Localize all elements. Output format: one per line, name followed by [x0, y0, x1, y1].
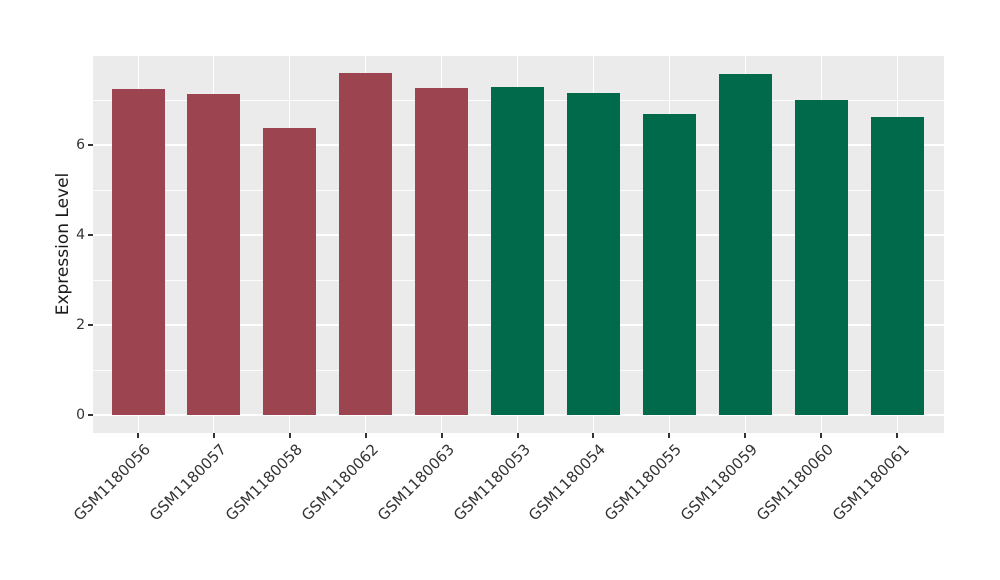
y-tick-label: 0 — [76, 407, 85, 423]
y-tick-label: 6 — [76, 137, 85, 153]
x-tick-mark — [516, 433, 519, 438]
bar-gsm1180057 — [187, 94, 241, 415]
x-tick-mark — [212, 433, 215, 438]
x-tick-mark — [364, 433, 367, 438]
x-tick-label: GSM1180061 — [828, 440, 914, 525]
x-tick-mark — [744, 433, 747, 438]
bar-gsm1180062 — [339, 72, 393, 415]
x-tick-mark — [137, 433, 139, 438]
x-tick-label: GSM1180062 — [297, 440, 382, 525]
x-tick-mark — [668, 433, 671, 438]
gridline-major-y0 — [93, 414, 944, 416]
y-tick-mark — [87, 234, 93, 236]
x-tick-label: GSM1180054 — [525, 440, 610, 525]
bar-gsm1180060 — [794, 100, 848, 415]
bar-gsm1180056 — [111, 89, 165, 415]
x-tick-mark — [288, 433, 291, 438]
y-tick-mark — [87, 414, 93, 416]
bar-gsm1180061 — [870, 117, 924, 415]
x-tick-mark — [820, 433, 823, 438]
y-axis-title: Expression Level — [53, 172, 73, 316]
y-tick-label: 2 — [76, 317, 85, 333]
bar-gsm1180054 — [566, 92, 620, 415]
x-tick-label: GSM1180058 — [221, 440, 306, 525]
bar-gsm1180058 — [263, 127, 317, 415]
plot-panel — [93, 56, 944, 433]
x-tick-label: GSM1180056 — [69, 440, 155, 525]
x-tick-label: GSM1180053 — [449, 440, 534, 525]
x-tick-mark — [440, 433, 443, 438]
x-tick-label: GSM1180059 — [677, 440, 762, 525]
y-tick-mark — [87, 144, 93, 146]
x-tick-mark — [592, 433, 595, 438]
x-tick-label: GSM1180063 — [373, 440, 458, 525]
bar-gsm1180055 — [642, 113, 696, 415]
x-tick-mark — [896, 433, 898, 438]
bar-gsm1180063 — [415, 87, 469, 415]
x-tick-label: GSM1180060 — [753, 440, 838, 525]
y-tick-mark — [87, 324, 93, 326]
x-tick-label: GSM1180055 — [601, 440, 686, 525]
y-tick-label: 4 — [76, 227, 85, 243]
x-tick-label: GSM1180057 — [145, 440, 230, 525]
bar-gsm1180059 — [718, 73, 772, 415]
bar-gsm1180053 — [491, 86, 544, 415]
